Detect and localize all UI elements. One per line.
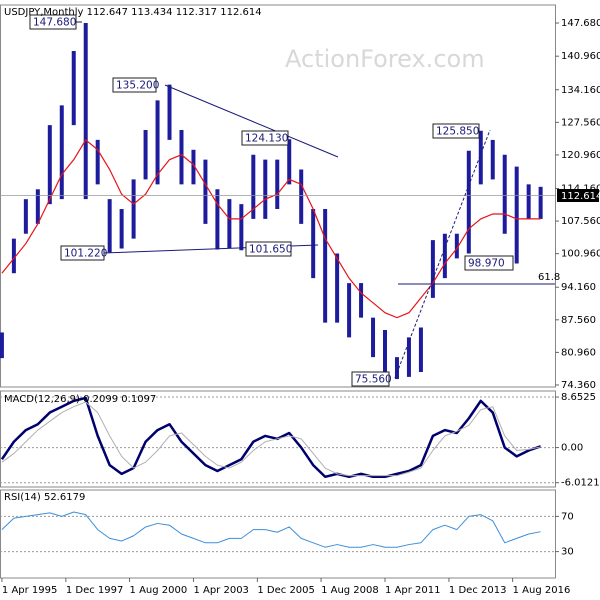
indicator-line [1,511,541,548]
y-tick-label: 147.680 [561,18,600,29]
y-tick-label: 140.960 [561,51,600,62]
annotation: 101.650 [249,244,292,256]
y-tick-label: 100.960 [561,249,600,260]
macd-panel [0,390,556,488]
moving-average [1,139,541,319]
annotation-box [432,123,480,139]
trend-line [394,129,491,379]
annotation: 98.970 [468,258,505,270]
y-tick-label: 114.160 [561,183,600,194]
annotation: 135.200 [116,80,159,92]
y-tick-label: 74.360 [561,380,596,391]
annotation: 101.220 [64,248,107,260]
annotation-box [464,255,514,271]
x-tick-label: 1 Aug 2016 [513,585,571,596]
x-tick-label: 1 Apr 2003 [193,585,248,596]
annotation-box [241,130,289,146]
indicator-line [1,401,541,477]
x-tick-label: 1 Apr 1995 [2,585,57,596]
indicator-line [0,396,542,479]
annotation-box [112,77,157,93]
annotations: 147.680 135.200 124.130 125.850 101.220 … [29,14,514,387]
x-tick-label: 1 Dec 2013 [449,585,507,596]
y-tick-label: 107.560 [561,216,600,227]
marks [0,23,555,553]
price-tag-box [557,189,599,202]
y-tick-label: 0.00 [561,443,583,454]
price-tag: 112.614 [561,191,600,202]
annotation: 147.680 [33,17,76,29]
x-tick-label: 1 Dec 2005 [257,585,315,596]
rsi-title: RSI(14) 52.6179 [4,492,85,503]
annotation: 124.130 [245,133,288,145]
annotation-box [29,14,77,30]
y-tick-label: 8.6525 [561,392,596,403]
y-tick-label: 70 [561,511,574,522]
y-tick-label: -6.0121 [561,478,600,489]
rsi-panel [0,489,556,579]
trend-line [164,84,339,158]
x-tick-label: 1 Dec 1997 [66,585,124,596]
y-tick-label: 30 [561,547,574,558]
y-tick-label: 120.960 [561,150,600,161]
x-tick-label: 1 Aug 2008 [321,585,379,596]
y-tick-label: 94.160 [561,282,596,293]
x-tick-label: 1 Aug 2000 [130,585,188,596]
annotation: 125.850 [436,126,479,138]
annotation-box [60,245,105,261]
y-tick-label: 134.160 [561,85,600,96]
annotation-box [245,241,292,257]
x-tick-label: 1 Apr 2011 [385,585,440,596]
y-tick-label: 127.560 [561,117,600,128]
y-tick-label: 87.560 [561,315,596,326]
annotation-box [351,371,390,387]
y-tick-label: 80.960 [561,347,596,358]
price-panel [0,4,556,388]
watermark: ActionForex.com [285,45,485,73]
annotation: 75.560 [355,374,392,386]
macd-title: MACD(12,26,9) 0.2099 0.1097 [4,394,156,405]
fib-label: 61.8 [538,272,560,283]
chart-title: USDJPY,Monthly 112.647 113.434 112.317 1… [4,7,262,18]
